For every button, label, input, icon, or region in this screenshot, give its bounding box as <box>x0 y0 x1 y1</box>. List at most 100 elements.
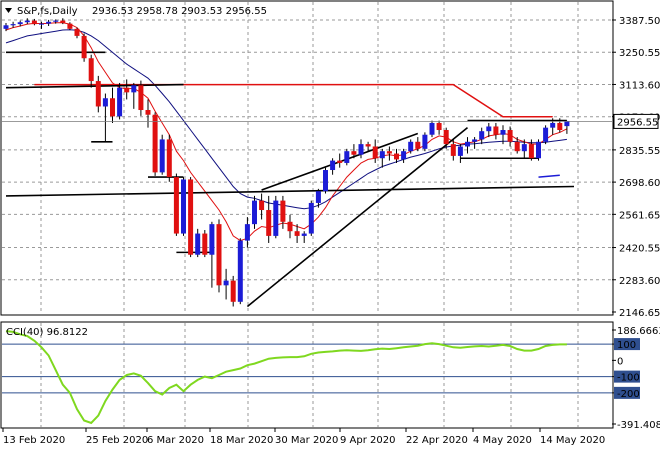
candle-body <box>301 233 307 236</box>
candle-body <box>408 141 414 152</box>
grid <box>2 2 612 427</box>
time-tick-label: 30 Mar 2020 <box>275 435 338 446</box>
candle-body <box>337 160 343 163</box>
candle-body <box>173 177 179 234</box>
candle-body <box>465 141 470 147</box>
time-tick-label: 22 Apr 2020 <box>406 435 468 446</box>
candle-body <box>188 179 194 255</box>
candle-body <box>124 87 130 93</box>
candle-body <box>159 139 165 173</box>
candle-body <box>450 144 456 156</box>
time-tick-label: 9 Apr 2020 <box>340 435 395 446</box>
candle-body <box>521 144 527 152</box>
indicator-panel[interactable] <box>0 321 614 429</box>
candle-body <box>379 151 385 159</box>
candle-body <box>308 202 314 234</box>
cci-level-badge <box>614 370 640 383</box>
price-tick-label: 3250.55 <box>619 48 660 59</box>
candle-body <box>67 23 73 29</box>
candle-body <box>358 144 364 155</box>
candle-body <box>500 130 506 135</box>
candle-body <box>216 224 222 286</box>
candle-body <box>166 139 172 178</box>
candle-body <box>493 126 499 135</box>
price-tick-label: 2420.55 <box>619 244 660 255</box>
candle-body <box>564 121 570 127</box>
candle-body <box>259 200 265 211</box>
time-tick-label: 13 Feb 2020 <box>3 435 65 446</box>
candle-body <box>81 35 87 59</box>
candle-body <box>280 200 286 222</box>
candle-body <box>31 20 37 25</box>
trendline <box>5 83 184 89</box>
candle-body <box>536 141 541 159</box>
candle-body <box>252 200 257 225</box>
candle-body <box>557 122 563 131</box>
candle-body <box>429 122 435 135</box>
resistance-line <box>34 83 553 118</box>
cci-series <box>5 330 567 425</box>
candle-body <box>237 240 243 302</box>
cci-levels <box>2 343 612 394</box>
candle-body <box>152 114 158 173</box>
collapse-triangle-icon[interactable] <box>5 8 12 13</box>
candle-body <box>53 20 59 22</box>
candle-body <box>74 28 80 36</box>
candle-body <box>110 98 115 117</box>
cci-level-label: -100 <box>617 373 640 384</box>
price-tick-label: 2561.65 <box>619 210 660 221</box>
candle-body <box>287 221 293 232</box>
candle-body <box>514 141 520 152</box>
candle-body <box>394 153 399 160</box>
ma-fast-line <box>5 22 568 242</box>
candle-body <box>209 224 215 255</box>
price-tick-label: 2835.55 <box>619 146 660 157</box>
candle-body <box>266 210 272 236</box>
candle-body <box>528 144 534 159</box>
price-tick-label: 2283.60 <box>619 276 660 287</box>
ohlc-values: 2936.53 2958.78 2903.53 2956.55 <box>92 6 267 17</box>
candle-body <box>457 146 463 156</box>
candle-body <box>486 126 492 132</box>
candle-body <box>401 151 407 160</box>
candle-body <box>443 130 449 145</box>
candle-body <box>315 191 321 203</box>
trendline <box>246 127 469 308</box>
ma-slow-line <box>5 29 567 210</box>
cci-tick-label: 0 <box>617 356 623 367</box>
candle-body <box>330 160 336 171</box>
candle-body <box>3 25 9 29</box>
trendline <box>5 185 575 197</box>
time-tick-label: 14 May 2020 <box>540 435 605 446</box>
candle-body <box>145 110 151 115</box>
candle-body <box>344 151 350 163</box>
current-price-badge <box>613 113 659 129</box>
price-tick-label: 2698.60 <box>619 178 660 189</box>
candle-body <box>386 151 392 154</box>
candle-body <box>507 130 513 142</box>
time-tick-label: 18 Mar 2020 <box>210 435 273 446</box>
candle-body <box>46 21 52 24</box>
candle-body <box>195 233 201 255</box>
candle-body <box>95 81 101 107</box>
candle-body <box>244 224 250 241</box>
candle-body <box>131 85 137 93</box>
candle-body <box>415 141 421 149</box>
symbol-label: S&P,fs,Daily <box>17 6 78 17</box>
candles <box>3 18 570 307</box>
time-tick-label: 25 Feb 2020 <box>86 435 148 446</box>
price-axis: 3387.503250.553113.602976.602835.552698.… <box>2 16 660 319</box>
blue-segment <box>538 174 560 178</box>
cci-level-badge <box>614 338 640 351</box>
cci-tick-label: 186.6663 <box>617 326 660 337</box>
candle-body <box>550 122 556 128</box>
cci-level-label: 100 <box>617 340 636 351</box>
moving-averages <box>5 22 568 242</box>
candle-body <box>294 231 300 236</box>
trendlines[interactable] <box>5 51 575 308</box>
